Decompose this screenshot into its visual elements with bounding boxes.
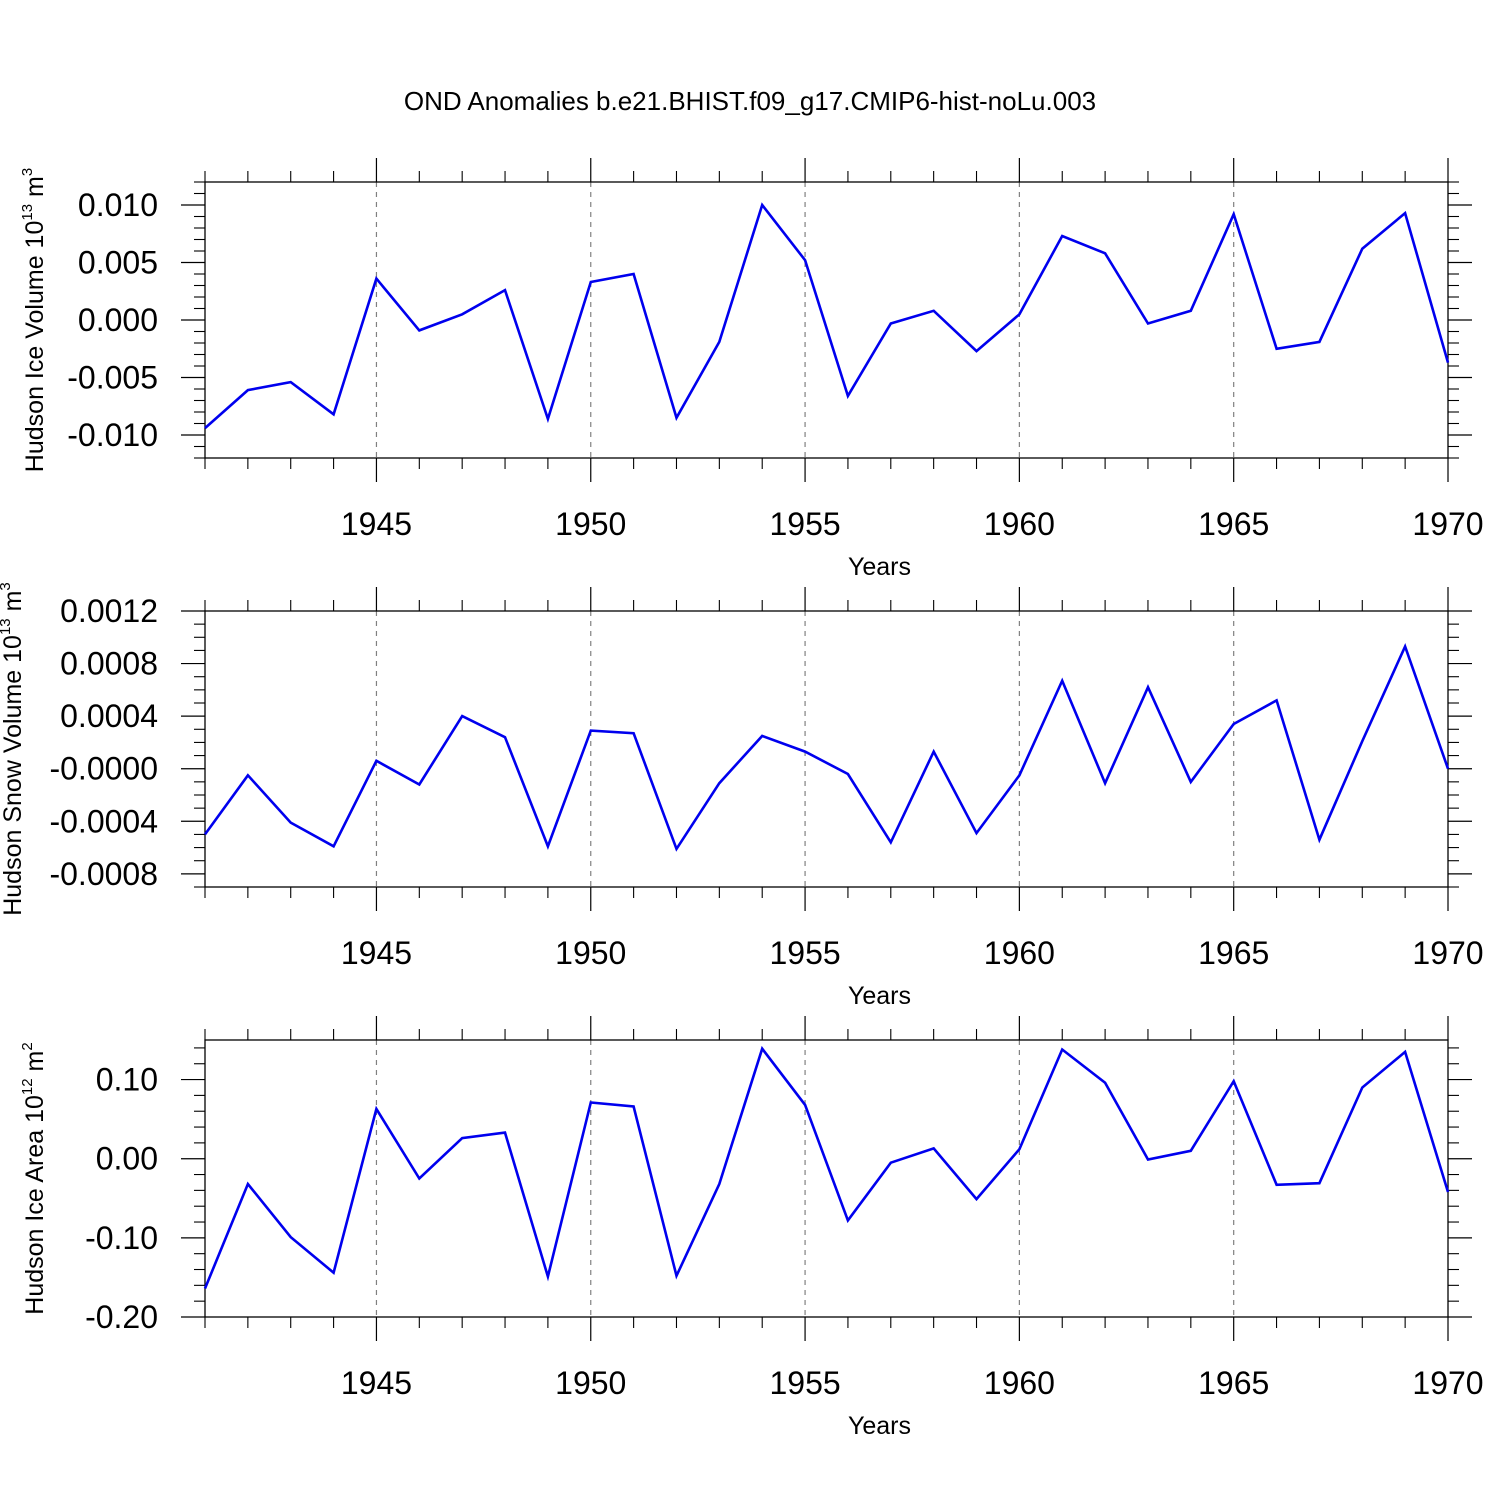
y-tick-label: 0.10 <box>96 1062 158 1098</box>
y-tick-label: 0.0004 <box>60 698 158 734</box>
y-axis-label: Hudson Snow Volume 1013 m3 <box>0 582 27 916</box>
y-tick-label: 0.010 <box>78 187 158 223</box>
x-tick-label: 1960 <box>984 506 1055 542</box>
x-tick-label: 1970 <box>1412 1365 1483 1401</box>
ice-area-panel: 1945 1950 1955 1960 1965 1970 -0.20 -0.10 0.00 0.… <box>19 1016 1484 1440</box>
x-tick-label: 1965 <box>1198 506 1269 542</box>
x-tick-label: 1950 <box>555 1365 626 1401</box>
snow-volume-panel: 1945 1950 1955 1960 1965 1970 -0.0008 -0.0004 -0… <box>0 582 1484 1010</box>
x-axis-label: Years <box>848 982 911 1010</box>
x-tick-label: 1965 <box>1198 1365 1269 1401</box>
y-tick-label: -0.0008 <box>49 856 158 892</box>
x-axis-label: Years <box>848 553 911 581</box>
x-tick-label: 1970 <box>1412 935 1483 971</box>
y-axis-label: Hudson Ice Area 1012 m2 <box>19 1042 49 1314</box>
y-tick-label: -0.005 <box>67 360 158 396</box>
y-tick-label: 0.005 <box>78 245 158 281</box>
x-axis-label: Years <box>848 1412 911 1440</box>
series-line <box>203 643 1450 852</box>
y-tick-label: -0.010 <box>67 417 158 453</box>
figure-title: OND Anomalies b.e21.BHIST.f09_g17.CMIP6-… <box>404 86 1096 116</box>
y-axis-label: Hudson Ice Volume 1013 m3 <box>19 168 49 472</box>
x-tick-label: 1955 <box>769 506 840 542</box>
y-tick-label: 0.0008 <box>60 646 158 682</box>
x-tick-label: 1965 <box>1198 935 1269 971</box>
x-tick-label: 1945 <box>341 935 412 971</box>
ice-volume-panel: 1945 1950 1955 1960 1965 1970 -0.010 -0.005 0.00… <box>19 158 1484 581</box>
x-tick-label: 1970 <box>1412 506 1483 542</box>
x-tick-label: 1945 <box>341 506 412 542</box>
y-tick-label: -0.0000 <box>49 751 158 787</box>
y-tick-label: -0.20 <box>85 1299 158 1335</box>
x-tick-label: 1955 <box>769 935 840 971</box>
x-tick-label: 1950 <box>555 506 626 542</box>
x-tick-label: 1960 <box>984 1365 1055 1401</box>
x-tick-label: 1950 <box>555 935 626 971</box>
y-tick-label: 0.0012 <box>60 593 158 629</box>
x-tick-label: 1960 <box>984 935 1055 971</box>
y-tick-label: -0.10 <box>85 1220 158 1256</box>
plot-frame <box>204 1039 1449 1318</box>
y-tick-label: 0.00 <box>96 1141 158 1177</box>
plot-frame <box>204 610 1449 888</box>
x-tick-label: 1955 <box>769 1365 840 1401</box>
series-line <box>204 202 1450 430</box>
series-line <box>203 1045 1450 1289</box>
y-tick-label: 0.000 <box>78 302 158 338</box>
y-tick-label: -0.0004 <box>49 803 158 839</box>
x-tick-label: 1945 <box>341 1365 412 1401</box>
